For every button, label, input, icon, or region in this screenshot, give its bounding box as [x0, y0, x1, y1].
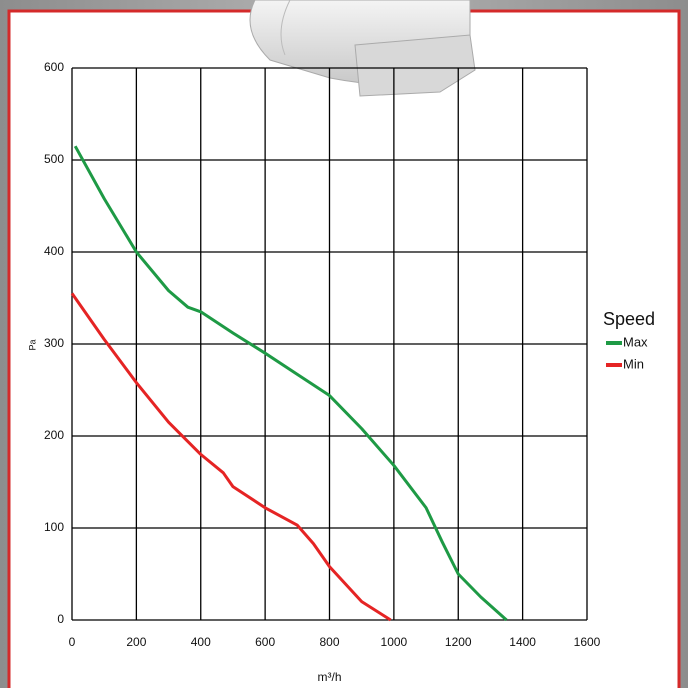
x-tick-label: 1600 — [574, 635, 601, 649]
x-tick-label: 1200 — [445, 635, 472, 649]
x-axis-label: m³/h — [318, 670, 342, 684]
x-tick-label: 0 — [69, 635, 76, 649]
product-image — [249, 0, 476, 97]
y-axis-label: Pa — [27, 339, 37, 350]
y-tick-label: 300 — [44, 336, 64, 350]
legend-label: Min — [623, 356, 644, 371]
x-tick-label: 200 — [126, 635, 146, 649]
y-tick-label: 0 — [57, 612, 64, 626]
x-tick-label: 400 — [191, 635, 211, 649]
legend-swatch — [606, 341, 622, 345]
legend-title: Speed — [603, 309, 655, 329]
y-tick-label: 200 — [44, 428, 64, 442]
legend-label: Max — [623, 334, 648, 349]
x-tick-label: 1400 — [509, 635, 536, 649]
line — [73, 145, 508, 622]
line — [70, 292, 392, 622]
y-tick-label: 600 — [44, 60, 64, 74]
panel — [7, 9, 681, 693]
x-tick-label: 800 — [319, 635, 339, 649]
x-tick-label: 600 — [255, 635, 275, 649]
legend-swatch — [606, 363, 622, 367]
y-tick-label: 400 — [44, 244, 64, 258]
x-tick-label: 1000 — [381, 635, 408, 649]
y-tick-label: 100 — [44, 520, 64, 534]
y-tick-label: 500 — [44, 152, 64, 166]
